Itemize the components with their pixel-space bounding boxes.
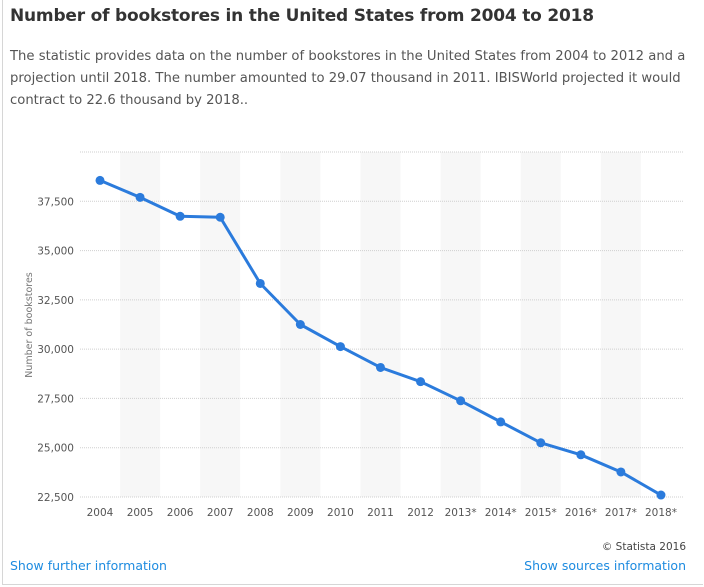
chart-description: The statistic provides data on the numbe… — [10, 49, 686, 108]
x-tick-label: 2010 — [327, 507, 354, 519]
data-point — [536, 438, 546, 448]
x-tick-label: 2016* — [565, 507, 597, 519]
data-point — [416, 377, 426, 387]
data-point — [335, 342, 345, 352]
y-tick-label: 35,000 — [37, 246, 74, 258]
data-point — [175, 211, 185, 221]
x-tick-label: 2013* — [445, 507, 477, 519]
y-tick-label: 25,000 — [37, 443, 74, 455]
show-further-information-link[interactable]: Show further information — [10, 558, 167, 573]
y-tick-label: 27,500 — [37, 393, 74, 405]
band — [600, 152, 641, 497]
data-point — [295, 320, 305, 329]
x-tick-label: 2006 — [167, 507, 194, 519]
band — [200, 152, 241, 497]
data-point — [375, 362, 385, 372]
y-tick-label: 30,000 — [37, 344, 74, 356]
data-point — [496, 417, 506, 427]
copyright: © Statista 2016 — [601, 541, 686, 553]
x-tick-label: 2008 — [247, 507, 274, 519]
band — [360, 152, 401, 497]
x-tick-label: 2004 — [87, 507, 114, 519]
data-point — [456, 396, 466, 406]
data-point — [656, 490, 666, 500]
x-tick-label: 2012 — [407, 507, 434, 519]
x-tick-label: 2015* — [525, 507, 557, 519]
data-point — [215, 212, 225, 222]
x-tick-label: 2009 — [287, 507, 314, 519]
y-tick-label: 32,500 — [37, 295, 74, 307]
x-tick-label: 2014* — [485, 507, 517, 519]
x-tick-label: 2007 — [207, 507, 234, 519]
y-tick-label: 37,500 — [37, 196, 74, 208]
data-point — [95, 175, 105, 185]
x-tick-label: 2018* — [645, 507, 677, 519]
data-point — [135, 192, 145, 202]
y-tick-label: 22,500 — [37, 492, 74, 504]
x-tick-label: 2005 — [127, 507, 154, 519]
page-title: Number of bookstores in the United State… — [10, 6, 594, 26]
band — [120, 152, 161, 497]
data-point — [616, 467, 626, 477]
x-tick-label: 2011 — [367, 507, 394, 519]
data-point — [576, 450, 586, 460]
show-sources-information-link[interactable]: Show sources information — [524, 558, 686, 573]
data-point — [255, 278, 265, 288]
y-axis-label: Number of bookstores — [24, 272, 35, 378]
x-tick-label: 2017* — [605, 507, 637, 519]
band — [440, 152, 481, 497]
